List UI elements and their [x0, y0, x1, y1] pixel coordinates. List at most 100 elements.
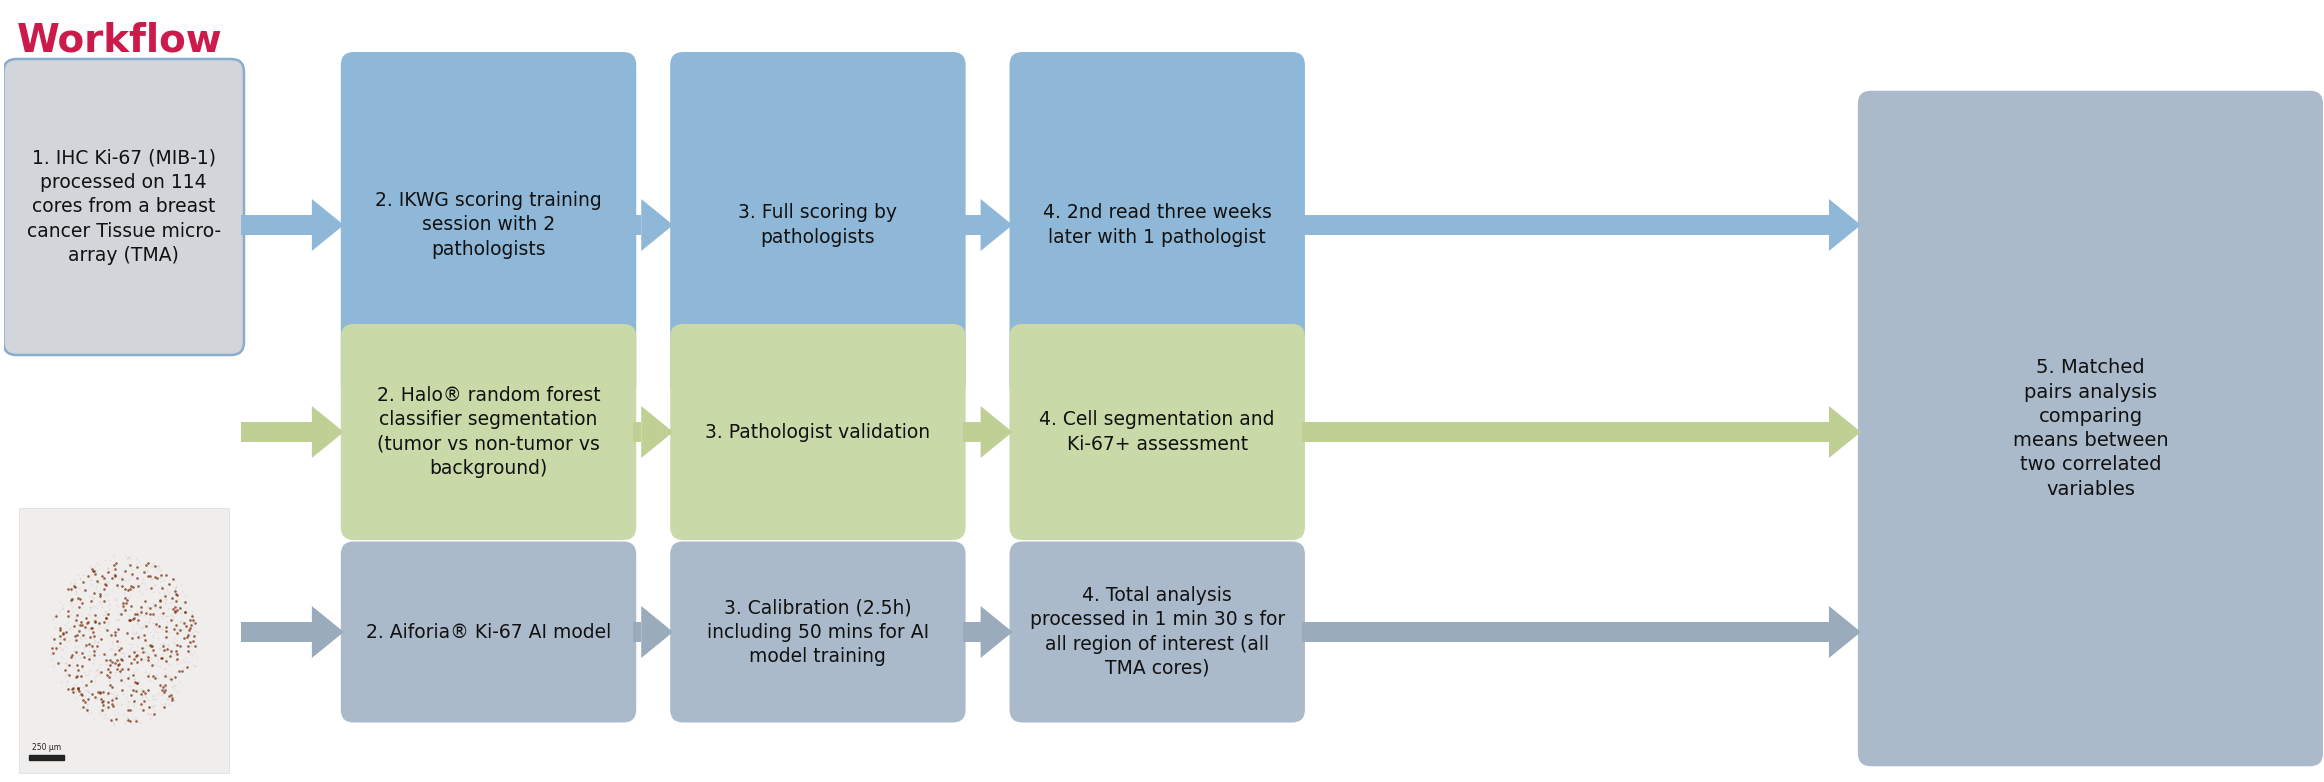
Point	[74, 594, 112, 606]
Point	[74, 563, 112, 576]
Point	[142, 564, 179, 576]
Point	[53, 681, 91, 694]
Point	[100, 582, 137, 594]
Point	[93, 694, 130, 706]
Point	[142, 610, 179, 622]
FancyBboxPatch shape	[342, 541, 637, 723]
Point	[116, 627, 153, 640]
FancyBboxPatch shape	[669, 52, 964, 398]
Point	[91, 658, 128, 671]
Point	[63, 615, 100, 627]
Point	[77, 564, 114, 576]
Point	[123, 653, 160, 665]
Point	[84, 572, 121, 585]
Point	[137, 649, 174, 662]
Point	[58, 658, 95, 671]
Point	[123, 655, 160, 667]
Point	[144, 688, 181, 701]
Point	[144, 582, 181, 594]
Point	[63, 702, 100, 715]
Point	[116, 553, 153, 565]
Point	[74, 657, 112, 669]
Text: 2. Aiforia® Ki-67 AI model: 2. Aiforia® Ki-67 AI model	[365, 622, 611, 641]
Point	[135, 704, 172, 716]
Point	[109, 552, 146, 565]
Point	[130, 640, 167, 652]
Point	[119, 645, 156, 658]
Point	[77, 712, 114, 725]
Point	[123, 645, 160, 658]
Point	[142, 575, 179, 587]
Point	[123, 641, 160, 654]
Point	[123, 600, 160, 612]
Point	[77, 634, 114, 647]
Point	[121, 629, 158, 641]
Point	[49, 667, 86, 680]
Point	[100, 644, 137, 656]
Point	[165, 656, 202, 669]
Point	[56, 644, 93, 657]
Polygon shape	[1829, 406, 1862, 458]
Point	[42, 650, 79, 662]
Point	[135, 623, 172, 636]
Polygon shape	[641, 406, 674, 458]
Point	[132, 581, 170, 594]
Point	[60, 625, 98, 637]
Point	[158, 648, 195, 661]
Point	[77, 643, 114, 655]
Point	[65, 701, 102, 713]
Point	[163, 579, 200, 591]
Point	[46, 664, 84, 676]
Point	[158, 593, 195, 605]
Point	[70, 590, 107, 602]
Point	[158, 645, 195, 658]
Point	[158, 601, 195, 613]
Point	[105, 654, 142, 666]
Point	[130, 701, 167, 713]
Point	[170, 645, 207, 658]
Point	[53, 601, 91, 613]
Point	[91, 679, 128, 691]
Point	[165, 616, 202, 629]
Point	[177, 624, 214, 637]
Point	[35, 633, 72, 645]
Point	[149, 588, 186, 601]
Point	[121, 650, 158, 662]
Point	[139, 672, 177, 684]
Point	[79, 601, 116, 614]
Point	[135, 561, 172, 573]
Point	[88, 575, 125, 587]
Point	[79, 636, 116, 648]
Point	[114, 569, 151, 581]
Point	[153, 602, 191, 615]
Point	[144, 684, 181, 697]
Point	[107, 714, 144, 726]
Polygon shape	[981, 406, 1013, 458]
Point	[95, 550, 132, 562]
Point	[165, 632, 202, 644]
FancyBboxPatch shape	[1009, 324, 1306, 540]
Point	[119, 609, 156, 622]
Bar	[962, 215, 981, 235]
Point	[135, 600, 172, 612]
Point	[79, 691, 116, 703]
Bar	[962, 422, 981, 442]
Point	[67, 683, 105, 696]
Point	[146, 679, 184, 691]
Point	[139, 653, 177, 665]
Point	[70, 638, 107, 651]
Point	[49, 615, 86, 628]
Point	[119, 561, 156, 573]
Point	[70, 645, 107, 658]
Point	[132, 640, 170, 652]
Point	[58, 618, 95, 630]
Point	[72, 561, 109, 573]
Point	[121, 716, 158, 729]
Point	[156, 609, 193, 622]
Point	[91, 644, 128, 656]
Point	[130, 648, 167, 661]
Point	[65, 690, 102, 702]
Point	[77, 645, 114, 658]
Point	[123, 588, 160, 601]
Point	[153, 694, 191, 706]
